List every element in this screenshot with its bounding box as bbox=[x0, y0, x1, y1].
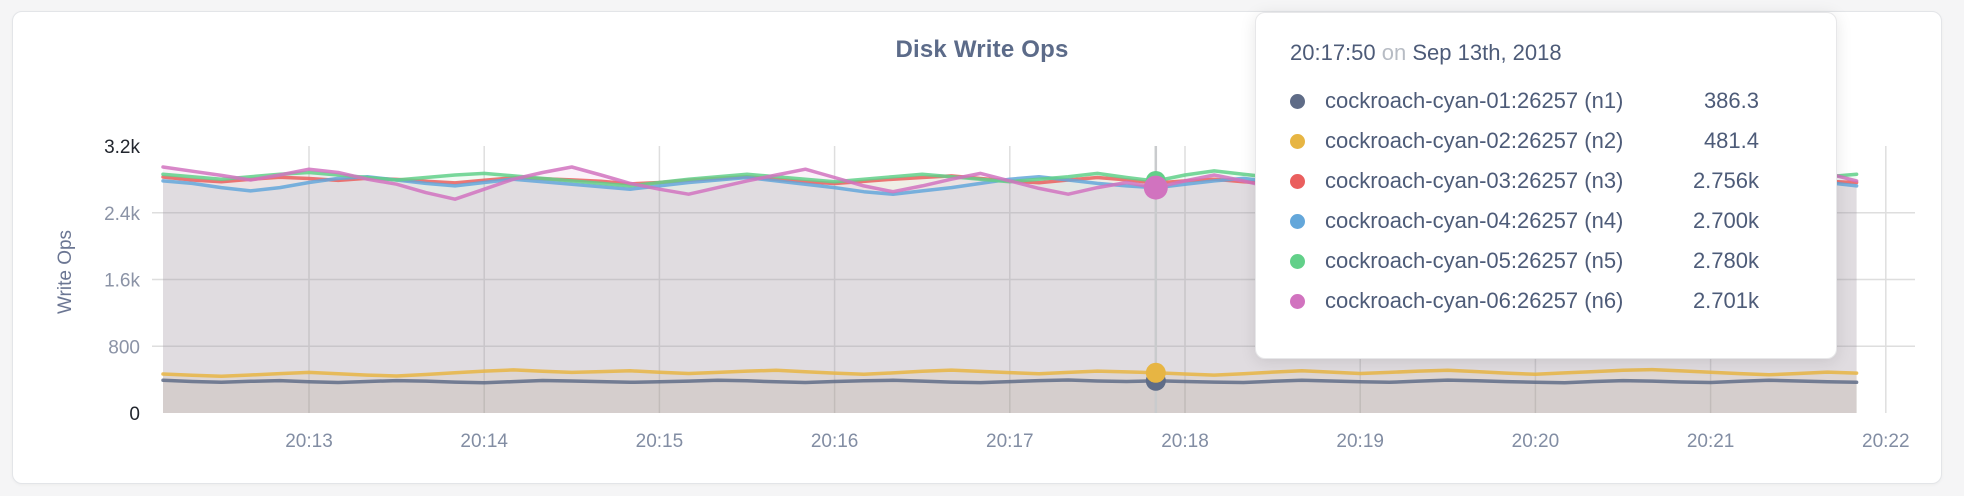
series-dot-icon bbox=[1290, 213, 1305, 229]
tooltip-on: on bbox=[1381, 40, 1407, 65]
y-tick-label: 0 bbox=[129, 404, 140, 425]
y-tick-label: 800 bbox=[108, 337, 140, 358]
tooltip-series-name: cockroach-cyan-02:26257 (n2) bbox=[1325, 128, 1624, 153]
x-tick-label: 20:15 bbox=[636, 431, 684, 452]
tooltip-series-value: 2.756k bbox=[1692, 168, 1759, 193]
hover-dot-n6 bbox=[1143, 175, 1168, 200]
x-tick-label: 20:21 bbox=[1687, 431, 1735, 452]
x-tick-label: 20:13 bbox=[285, 431, 333, 452]
tooltip-time: 20:17:50 bbox=[1290, 40, 1376, 65]
tooltip-row: cockroach-cyan-05:26257 (n5) 2.780k bbox=[1290, 241, 1836, 281]
series-dot-icon bbox=[1290, 133, 1305, 149]
chart-title: Disk Write Ops bbox=[895, 36, 1069, 63]
y-tick-label: 1.6k bbox=[104, 271, 140, 292]
tooltip-series-value: 386.3 bbox=[1703, 88, 1759, 113]
x-tick-label: 20:16 bbox=[811, 431, 859, 452]
tooltip-rows: cockroach-cyan-01:26257 (n1) 386.3 cockroa… bbox=[1290, 81, 1836, 321]
x-tick-label: 20:18 bbox=[1161, 431, 1209, 452]
hover-dot-n2 bbox=[1145, 362, 1166, 383]
x-tick-label: 20:19 bbox=[1336, 431, 1384, 452]
tooltip-series-value: 2.700k bbox=[1692, 208, 1759, 233]
tooltip-date: Sep 13th, 2018 bbox=[1412, 40, 1562, 65]
series-dot-icon bbox=[1290, 253, 1305, 269]
tooltip-series-value: 481.4 bbox=[1703, 128, 1759, 153]
tooltip-series-name: cockroach-cyan-06:26257 (n6) bbox=[1325, 288, 1624, 313]
y-tick-label: 2.4k bbox=[104, 204, 140, 225]
series-line-n2 bbox=[161, 367, 1859, 379]
tooltip-row: cockroach-cyan-04:26257 (n4) 2.700k bbox=[1290, 201, 1836, 241]
series-dot-icon bbox=[1290, 93, 1305, 109]
tooltip-series-name: cockroach-cyan-04:26257 (n4) bbox=[1325, 208, 1624, 233]
series-line-n1 bbox=[161, 378, 1859, 385]
series-dot-icon bbox=[1290, 293, 1305, 309]
tooltip-row: cockroach-cyan-01:26257 (n1) 386.3 bbox=[1290, 81, 1836, 121]
tooltip-series-value: 2.780k bbox=[1692, 248, 1759, 273]
x-tick-label: 20:17 bbox=[986, 431, 1034, 452]
tooltip-row: cockroach-cyan-02:26257 (n2) 481.4 bbox=[1290, 121, 1836, 161]
tooltip-series-name: cockroach-cyan-03:26257 (n3) bbox=[1325, 168, 1624, 193]
tooltip-row: cockroach-cyan-06:26257 (n6) 2.701k bbox=[1290, 281, 1836, 321]
hover-tooltip: 20:17:50 on Sep 13th, 2018 cockroach-cya… bbox=[1255, 12, 1837, 359]
series-dot-icon bbox=[1290, 173, 1305, 189]
tooltip-row: cockroach-cyan-03:26257 (n3) 2.756k bbox=[1290, 161, 1836, 201]
series-area-n1 bbox=[163, 380, 1857, 413]
y-tick-label: 3.2k bbox=[104, 137, 140, 158]
tooltip-series-name: cockroach-cyan-05:26257 (n5) bbox=[1325, 248, 1624, 273]
tooltip-series-name: cockroach-cyan-01:26257 (n1) bbox=[1325, 88, 1624, 113]
x-tick-label: 20:22 bbox=[1862, 431, 1910, 452]
tooltip-series-value: 2.701k bbox=[1692, 288, 1759, 313]
tooltip-title: 20:17:50 on Sep 13th, 2018 bbox=[1290, 37, 1836, 69]
x-tick-label: 20:14 bbox=[460, 431, 508, 452]
x-tick-label: 20:20 bbox=[1512, 431, 1560, 452]
